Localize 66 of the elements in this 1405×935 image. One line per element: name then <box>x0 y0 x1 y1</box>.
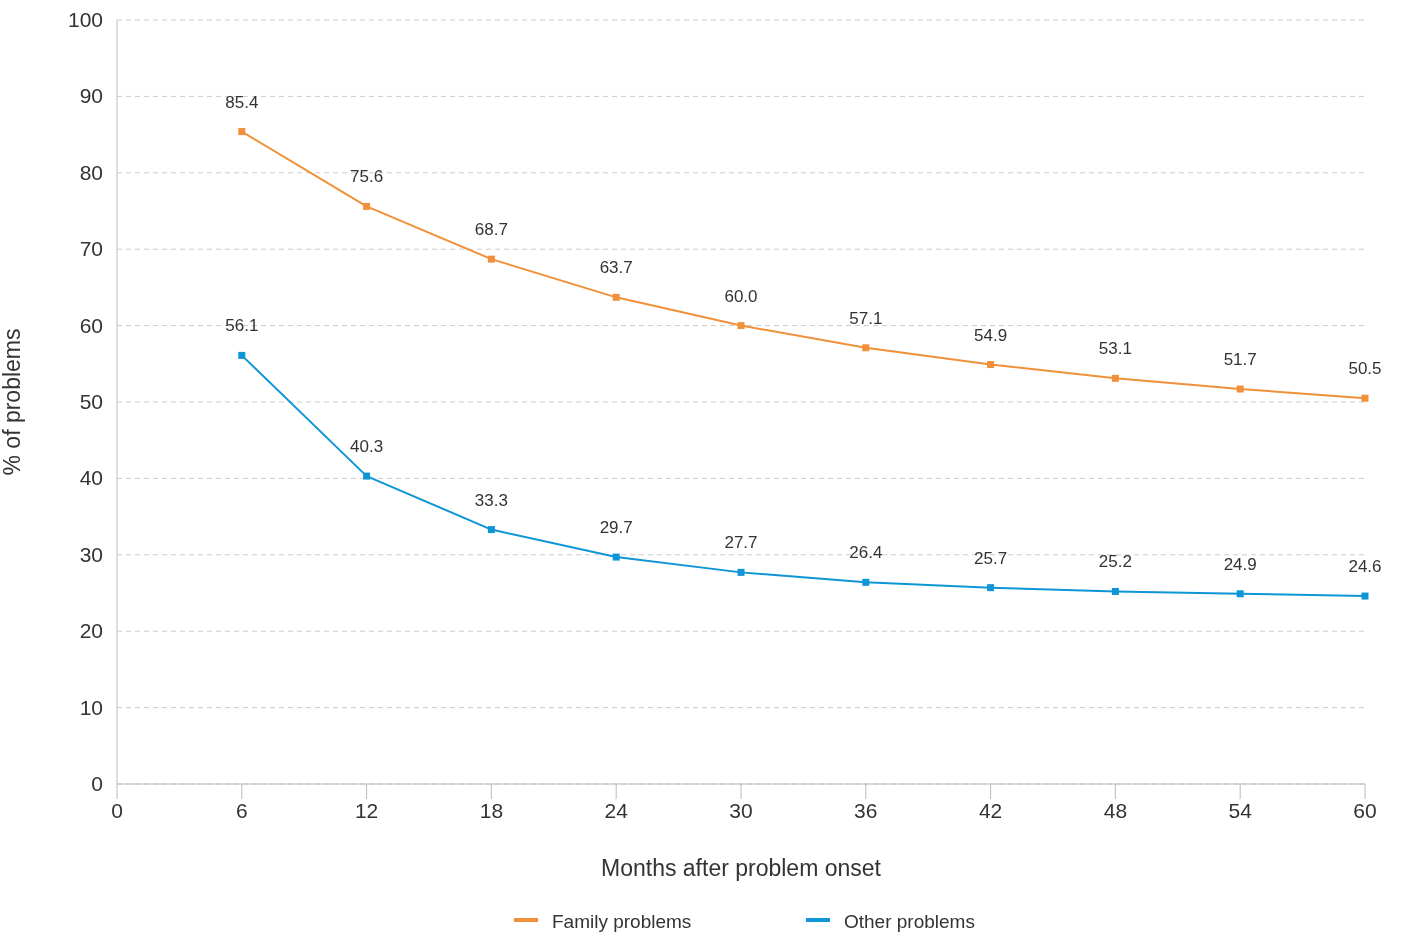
y-tick-label: 20 <box>79 619 103 643</box>
data-label: 26.4 <box>849 543 883 563</box>
data-label: 57.1 <box>849 308 883 328</box>
point <box>737 568 745 576</box>
x-tick-label: 36 <box>854 799 878 822</box>
data-label: 25.7 <box>974 548 1008 568</box>
y-tick-label: 70 <box>79 237 103 261</box>
data-label: 63.7 <box>599 258 633 278</box>
data-label: 60.0 <box>724 286 758 306</box>
data-label: 75.6 <box>350 167 384 187</box>
data-label: 40.3 <box>350 437 384 457</box>
y-tick-label: 100 <box>67 8 103 31</box>
x-tick-label: 6 <box>235 799 248 822</box>
data-label: 85.4 <box>225 92 259 112</box>
point <box>487 255 495 263</box>
x-tick-label: 0 <box>111 799 123 822</box>
x-tick-label: 24 <box>604 799 629 822</box>
data-label: 54.9 <box>974 325 1008 345</box>
data-label: 24.9 <box>1223 554 1257 574</box>
x-tick-label: 42 <box>978 799 1003 822</box>
data-label: 24.6 <box>1348 557 1382 577</box>
data-label: 53.1 <box>1098 339 1132 359</box>
point <box>487 526 495 534</box>
y-axis-title: % of problems <box>0 328 25 476</box>
x-tick-label: 54 <box>1228 799 1253 822</box>
point <box>987 361 995 369</box>
data-label: 51.7 <box>1223 350 1257 370</box>
point <box>1236 385 1244 393</box>
legend-label: Other problems <box>844 911 975 932</box>
legend-label: Family problems <box>552 911 692 932</box>
x-axis-title: Months after problem onset <box>601 855 882 881</box>
y-tick-label: 80 <box>79 160 103 184</box>
point <box>1236 590 1244 598</box>
point <box>1111 587 1119 595</box>
x-tick-label: 30 <box>729 799 753 822</box>
y-tick-label: 0 <box>91 772 103 795</box>
point <box>1361 394 1369 402</box>
data-label: 25.2 <box>1098 552 1132 572</box>
point <box>862 344 870 352</box>
x-tick-label: 18 <box>479 799 504 822</box>
y-tick-label: 60 <box>79 313 103 337</box>
point <box>363 472 371 480</box>
y-tick-label: 30 <box>79 542 103 566</box>
point <box>737 322 745 330</box>
data-label: 27.7 <box>724 533 758 553</box>
point <box>363 202 371 210</box>
data-label: 56.1 <box>225 316 259 336</box>
y-tick-label: 10 <box>79 695 103 719</box>
y-tick-label: 50 <box>79 390 103 413</box>
x-tick-label: 12 <box>354 799 379 822</box>
x-tick-label: 60 <box>1353 799 1377 822</box>
point <box>612 553 620 561</box>
point <box>612 293 620 301</box>
point <box>862 578 870 586</box>
data-label: 33.3 <box>474 490 508 510</box>
data-label: 29.7 <box>599 518 633 538</box>
data-label: 68.7 <box>474 220 508 240</box>
point <box>238 351 246 359</box>
point <box>1361 592 1369 600</box>
y-tick-label: 90 <box>79 84 103 108</box>
point <box>987 584 995 592</box>
data-label: 50.5 <box>1348 359 1382 379</box>
y-tick-label: 40 <box>79 466 103 490</box>
x-tick-label: 48 <box>1103 799 1128 822</box>
point <box>238 128 246 136</box>
point <box>1111 374 1119 382</box>
